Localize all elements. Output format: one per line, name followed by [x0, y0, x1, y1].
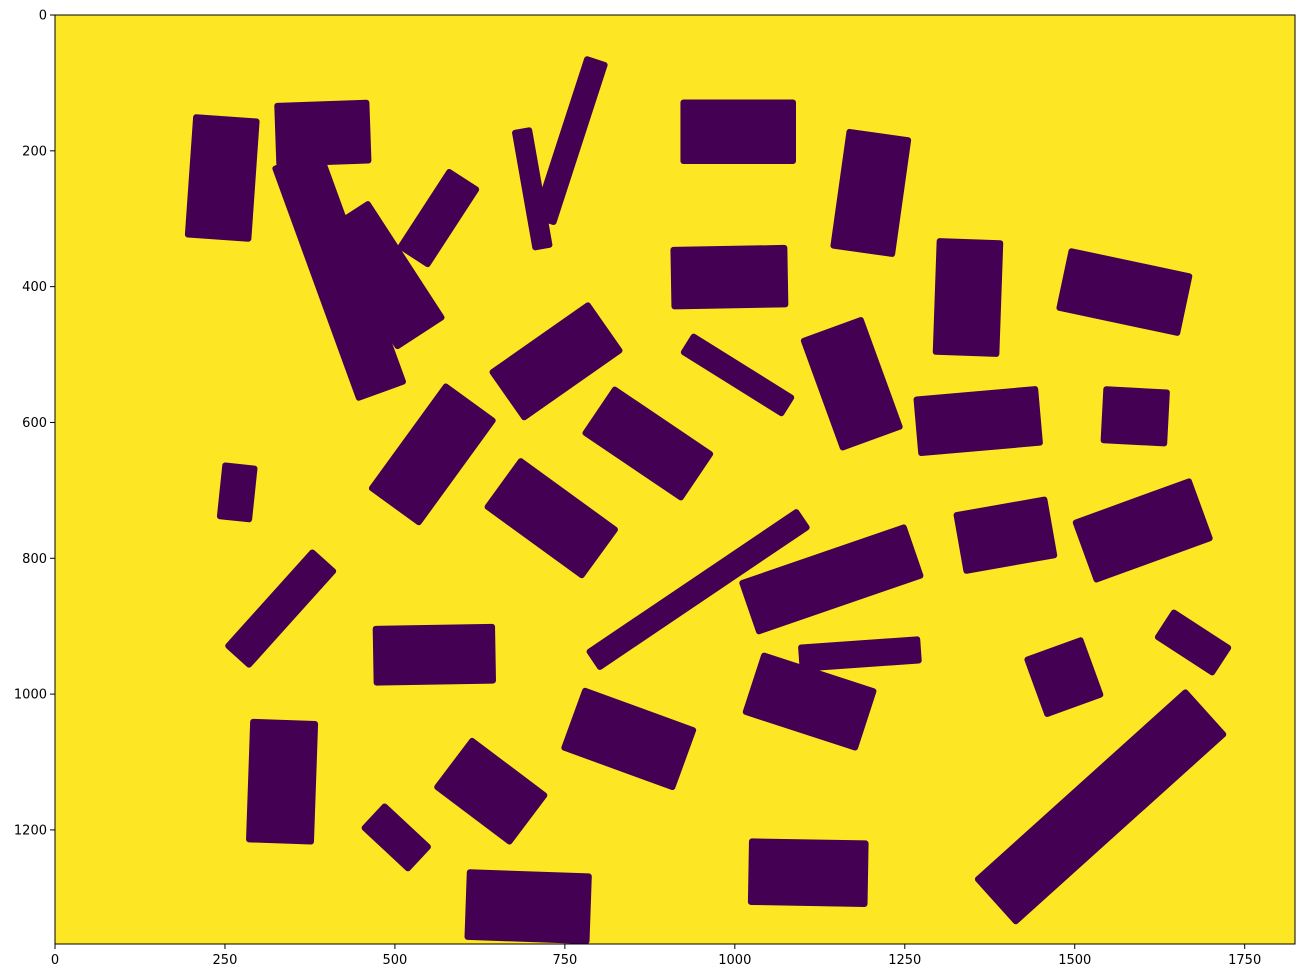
mask-object-13 — [489, 302, 623, 421]
x-tick-label: 1500 — [1058, 953, 1091, 968]
mask-object-1 — [184, 114, 260, 242]
mask-object-38 — [974, 689, 1227, 925]
mask-object-3 — [272, 149, 406, 401]
mask-object-10 — [830, 128, 912, 257]
mask-object-14 — [680, 333, 795, 417]
mask-object-34 — [434, 737, 548, 845]
x-tick-label: 1000 — [718, 953, 751, 968]
mask-object-19 — [582, 386, 714, 501]
x-axis: 0 250 500 750 1000 1250 1500 1750 — [51, 944, 1261, 968]
mask-object-18 — [368, 383, 496, 526]
y-tick-label: 400 — [22, 280, 47, 295]
x-tick-label: 0 — [51, 953, 59, 968]
mask-object-36 — [464, 869, 592, 944]
mask-object-21 — [484, 458, 618, 579]
mask-object-7 — [533, 56, 608, 226]
mask-object-11 — [932, 238, 1004, 357]
y-tick-label: 600 — [22, 416, 47, 431]
plot-frame — [54, 14, 1296, 945]
x-tick-label: 1750 — [1228, 953, 1261, 968]
mask-object-32 — [561, 687, 697, 791]
mask-object-35 — [361, 803, 431, 872]
x-tick-label: 1250 — [888, 953, 921, 968]
x-tick-label: 750 — [552, 953, 577, 968]
mask-object-5 — [320, 201, 445, 350]
mask-object-27 — [372, 623, 496, 686]
mask-object-20 — [216, 462, 258, 523]
y-tick-label: 0 — [39, 9, 47, 24]
mask-object-28 — [798, 636, 922, 672]
y-tick-label: 1000 — [14, 688, 47, 703]
mask-object-16 — [913, 386, 1043, 457]
y-tick-label: 200 — [22, 144, 47, 159]
mask-object-4 — [397, 168, 480, 268]
mask-object-30 — [1154, 609, 1232, 676]
mask-object-12 — [1056, 248, 1193, 336]
mask-object-29 — [1024, 637, 1104, 717]
y-tick-label: 1200 — [14, 823, 47, 838]
mask-object-24 — [953, 496, 1058, 574]
mask-object-9 — [670, 244, 789, 310]
x-tick-label: 250 — [213, 953, 238, 968]
y-axis: 0 200 400 600 800 1000 1200 — [14, 9, 55, 838]
mask-object-15 — [800, 317, 903, 451]
mask-object-26 — [225, 549, 337, 668]
mask-object-8 — [680, 99, 797, 165]
y-tick-label: 800 — [22, 552, 47, 567]
mask-object-2 — [274, 99, 372, 167]
mask-object-37 — [747, 838, 869, 907]
mask-object-33 — [246, 718, 319, 845]
mask-object-25 — [1072, 478, 1213, 583]
mask-objects — [184, 56, 1232, 944]
x-tick-label: 500 — [382, 953, 407, 968]
mask-object-31 — [742, 652, 877, 751]
mask-object-22 — [586, 509, 810, 670]
mask-object-23 — [739, 524, 924, 635]
mask-object-17 — [1100, 386, 1170, 447]
